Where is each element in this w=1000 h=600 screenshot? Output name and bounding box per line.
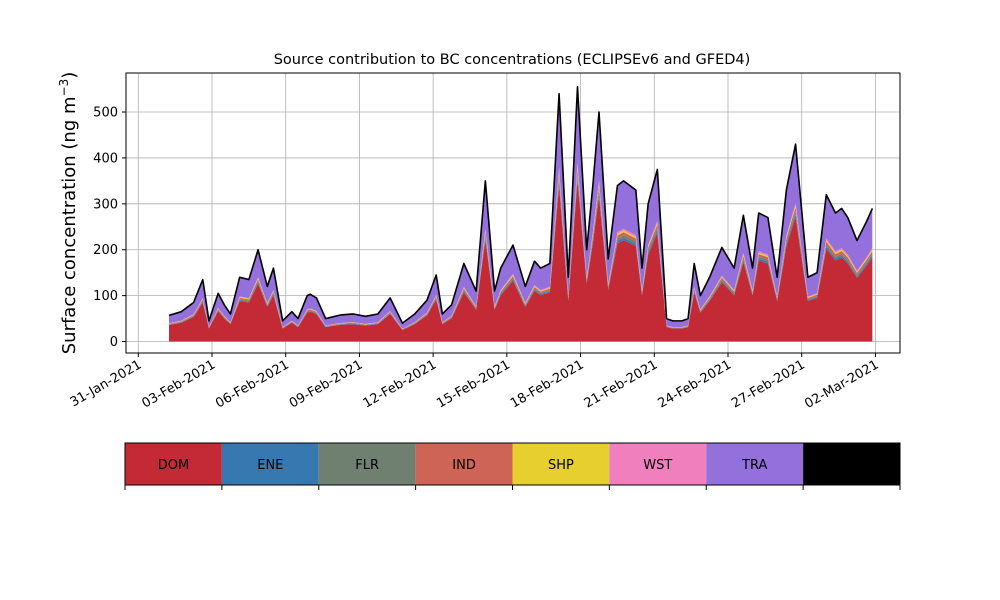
x-tick-label: 02-Mar-2021 xyxy=(802,357,881,411)
y-axis-label: Surface concentration (ng m−3) xyxy=(57,72,80,355)
axes-frame xyxy=(125,72,901,354)
y-tick-label: 100 xyxy=(93,289,118,304)
area-dom xyxy=(169,181,873,342)
legend-swatch-flr xyxy=(318,443,416,485)
legend-swatch-tra xyxy=(706,443,804,485)
legend-label-flr: FLR xyxy=(355,458,379,473)
legend-swatch-dom xyxy=(125,443,222,485)
x-tick-label: 15-Feb-2021 xyxy=(434,357,513,411)
legend-label-wst: WST xyxy=(643,458,672,473)
y-tick-label: 200 xyxy=(93,243,118,258)
area-tra xyxy=(169,86,873,329)
legend-swatch-shp xyxy=(512,443,610,485)
legend-label-ind: IND xyxy=(452,458,476,473)
legend-colorbar: DOM ENE FLR IND SHP WST TRA BB xyxy=(124,442,901,490)
legend-label-bb: BB xyxy=(843,458,861,473)
legend-label-shp: SHP xyxy=(548,458,574,473)
legend-swatch-ind xyxy=(415,443,513,485)
legend-label-tra: TRA xyxy=(741,458,767,473)
x-tick-label: 24-Feb-2021 xyxy=(655,357,734,411)
y-tick-label: 0 xyxy=(110,335,118,350)
x-tick-label: 27-Feb-2021 xyxy=(729,357,808,411)
legend-swatch-wst xyxy=(609,443,707,485)
chart-title: Source contribution to BC concentrations… xyxy=(274,52,751,68)
x-tick-label: 21-Feb-2021 xyxy=(582,357,661,411)
x-tick-label: 06-Feb-2021 xyxy=(213,357,292,411)
legend-swatch-ene xyxy=(221,443,319,485)
legend-label-ene: ENE xyxy=(257,458,283,473)
y-tick-label: 400 xyxy=(93,151,118,166)
y-tick-label: 500 xyxy=(93,106,118,121)
y-tick-label: 300 xyxy=(93,197,118,212)
x-tick-label: 12-Feb-2021 xyxy=(361,357,440,411)
x-tick-label: 31-Jan-2021 xyxy=(68,357,145,410)
legend-label-dom: DOM xyxy=(158,458,189,473)
plot-area: 0 100 200 300 400 500 31-Jan-202103-Feb-202106… xyxy=(57,72,901,412)
x-tick-label: 03-Feb-2021 xyxy=(139,357,218,411)
legend-swatch-bb xyxy=(803,443,900,485)
x-tick-label: 18-Feb-2021 xyxy=(508,357,587,411)
x-tick-label: 09-Feb-2021 xyxy=(287,357,366,411)
total-line xyxy=(168,85,874,324)
